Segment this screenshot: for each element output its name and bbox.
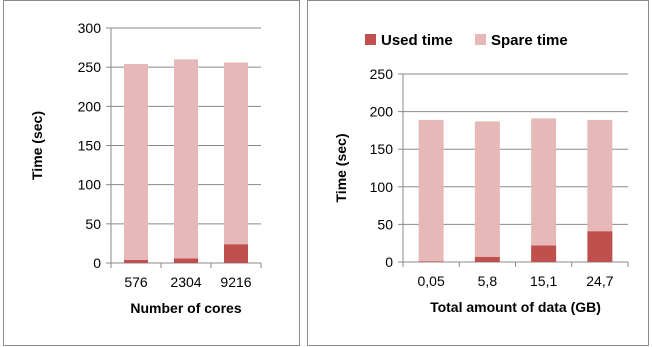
- bar-used-time-24-7: [587, 231, 613, 262]
- y-tick-label: 150: [78, 138, 102, 154]
- bar-used-time-2304: [174, 258, 198, 263]
- y-tick-label: 0: [385, 254, 393, 270]
- right-chart-panel: 0 50 100 150 200 250 0,05 5,8 15,1 24,7 Total amou…: [307, 0, 649, 346]
- bar-spare-time-2304: [174, 59, 198, 259]
- y-tick-label: 0: [93, 255, 101, 271]
- y-tick-label: 200: [370, 104, 394, 120]
- y-tick-label: 100: [78, 177, 102, 193]
- bar-spare-time-5-8: [474, 121, 500, 257]
- bar-used-time-5-8: [474, 256, 500, 262]
- bar-used-time-15-1: [531, 245, 557, 262]
- x-tick-label: 24,7: [586, 273, 613, 289]
- left-chart-panel: 0 50 100 150 200 250 300 576 2304 9216 Number of c…: [3, 0, 300, 346]
- x-tick-label: 0,05: [418, 273, 445, 289]
- y-tick-label: 150: [370, 141, 394, 157]
- bar-spare-time-9216: [224, 62, 248, 245]
- legend-label-spare-time: Spare time: [491, 32, 568, 49]
- x-axis-title: Total amount of data (GB): [430, 299, 601, 315]
- y-tick-label: 250: [78, 59, 102, 75]
- bar-used-time-0-05: [418, 261, 444, 262]
- y-tick-label: 200: [78, 98, 102, 114]
- bar-used-time-576: [124, 259, 148, 263]
- legend-label-used-time: Used time: [381, 32, 453, 49]
- left-chart: 0 50 100 150 200 250 300 576 2304 9216 Number of c…: [29, 20, 262, 316]
- y-tick-label: 300: [78, 20, 102, 36]
- x-tick-label: 9216: [220, 274, 251, 290]
- y-axis-title: Time (sec): [29, 111, 45, 180]
- bar-used-time-9216: [224, 244, 248, 263]
- y-axis-title: Time (sec): [333, 134, 349, 203]
- y-tick-label: 250: [370, 66, 394, 82]
- bar-spare-time-15-1: [531, 118, 557, 246]
- y-tick-label: 50: [377, 216, 393, 232]
- x-tick-label: 2304: [170, 274, 201, 290]
- x-tick-label: 15,1: [530, 273, 557, 289]
- legend-swatch-spare-time: [475, 34, 486, 45]
- y-tick-label: 100: [370, 179, 394, 195]
- bar-spare-time-24-7: [587, 119, 613, 232]
- x-tick-label: 5,8: [478, 273, 498, 289]
- x-axis-title: Number of cores: [130, 300, 241, 316]
- y-tick-label: 50: [85, 216, 101, 232]
- bar-spare-time-0-05: [418, 119, 444, 262]
- legend-swatch-used-time: [365, 34, 376, 45]
- x-tick-label: 576: [124, 274, 148, 290]
- right-chart: 0 50 100 150 200 250 0,05 5,8 15,1 24,7 Total amou…: [333, 32, 629, 315]
- bar-spare-time-576: [124, 64, 148, 260]
